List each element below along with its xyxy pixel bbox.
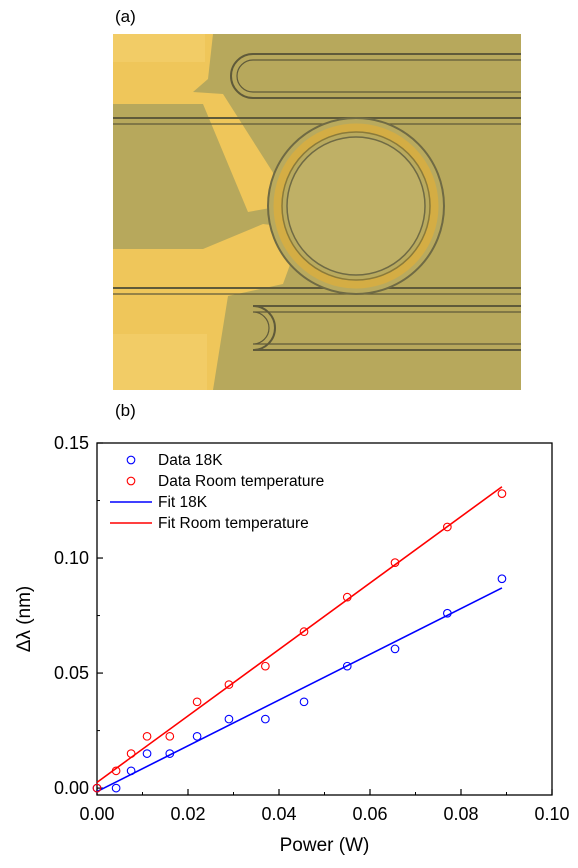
data-point xyxy=(224,680,234,689)
data-point xyxy=(111,766,121,776)
data-point xyxy=(92,783,102,793)
legend-entry: Data 18K xyxy=(158,452,223,469)
legend-marker xyxy=(126,455,136,465)
y-axis-label: Δλ (nm) xyxy=(14,586,35,653)
data-point xyxy=(390,644,400,654)
data-point xyxy=(342,592,352,602)
data-point xyxy=(126,766,136,776)
lower-gold-pad xyxy=(113,334,207,390)
data-point xyxy=(390,558,400,567)
microring-resonator xyxy=(267,117,445,295)
data-point xyxy=(443,522,452,532)
x-axis-label: Power (W) xyxy=(280,835,370,856)
data-point xyxy=(142,731,152,741)
data-point xyxy=(165,731,175,741)
legend-entry: Fit Room temperature xyxy=(158,515,309,532)
y-tick-label: 0.15 xyxy=(54,433,89,453)
data-point xyxy=(443,608,452,618)
x-tick-label: 0.04 xyxy=(261,804,296,824)
microring-micrograph xyxy=(113,34,521,390)
upper-gold-electrode xyxy=(113,34,293,212)
data-point xyxy=(224,714,234,724)
data-point xyxy=(192,697,202,707)
panel-a-label: (a) xyxy=(115,7,136,26)
wavelength-shift-chart: 0.00 0.02 0.04 0.06 0.08 0.10 0.00 0.05 0.10 0.15… xyxy=(14,433,570,856)
y-tick-label: 0.05 xyxy=(54,663,89,683)
panel-b-label: (b) xyxy=(115,401,136,420)
data-point xyxy=(192,731,202,741)
x-tick-label: 0.02 xyxy=(170,804,205,824)
y-tick-label: 0.00 xyxy=(54,778,89,798)
x-tick-label: 0.10 xyxy=(534,804,569,824)
data-point xyxy=(111,783,121,793)
data-point xyxy=(497,489,507,498)
data-point xyxy=(342,661,352,671)
data-point xyxy=(165,749,175,758)
data-point xyxy=(261,714,270,724)
legend-entry: Data Room temperature xyxy=(158,473,324,490)
upper-bus-waveguide xyxy=(113,53,521,125)
data-point xyxy=(299,627,309,637)
x-tick-label: 0.06 xyxy=(352,804,387,824)
fit-line xyxy=(96,486,503,783)
data-point xyxy=(261,661,270,671)
lower-bus-waveguide xyxy=(113,287,521,351)
data-point xyxy=(299,697,309,707)
upper-gold-pad xyxy=(113,34,205,62)
x-tick-label: 0.08 xyxy=(443,804,478,824)
y-tick-label: 0.10 xyxy=(54,548,89,568)
data-point xyxy=(497,574,507,584)
fit-line xyxy=(96,587,503,793)
data-point xyxy=(142,749,152,758)
data-point xyxy=(126,749,136,758)
legend-marker xyxy=(126,476,136,486)
x-tick-label: 0.00 xyxy=(79,804,114,824)
legend-entry: Fit 18K xyxy=(158,494,208,511)
